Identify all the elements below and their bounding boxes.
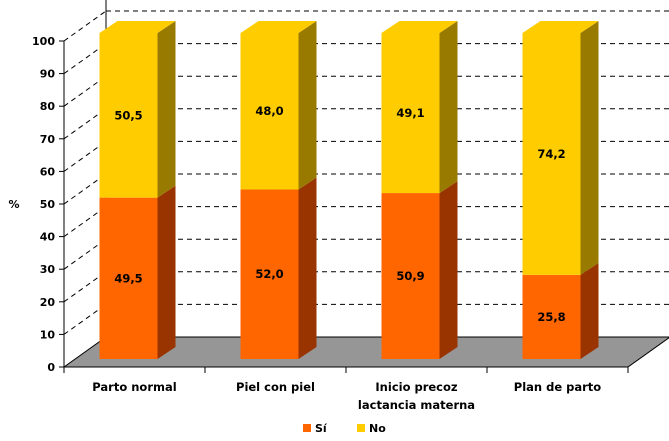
- data-label: 25,8: [537, 310, 565, 324]
- y-tick-label: 60: [40, 165, 56, 178]
- bar-No-top: [240, 21, 317, 33]
- data-label: 52,0: [255, 267, 283, 281]
- y-tick-label: 30: [40, 263, 56, 276]
- legend-label: Sí: [315, 422, 328, 435]
- bar-Sí-side: [157, 185, 176, 359]
- y-tick-label: 100: [32, 35, 55, 48]
- bar-No-top: [381, 21, 458, 33]
- bar-No-side: [298, 21, 317, 190]
- y-tick-label: 0: [47, 361, 55, 374]
- data-label: 49,1: [396, 106, 424, 120]
- y-tick-label: 70: [40, 133, 56, 146]
- bar-Sí-side: [298, 177, 317, 359]
- x-tick-label: Inicio precoz: [375, 380, 457, 394]
- bar-No-front: [240, 33, 299, 190]
- data-label: 49,5: [114, 271, 142, 285]
- bar-No-front: [522, 33, 581, 275]
- y-tick-label: 80: [40, 100, 56, 113]
- bar-No-side: [157, 21, 176, 198]
- data-label: 74,2: [537, 147, 565, 161]
- bar-Sí-front: [99, 197, 158, 359]
- bar-Sí-front: [240, 189, 299, 359]
- data-label: 48,0: [255, 104, 283, 118]
- bar-Sí-front: [381, 193, 440, 359]
- y-tick-label: 50: [40, 198, 56, 211]
- bar-Sí-side: [439, 181, 458, 359]
- y-tick-label: 40: [40, 231, 56, 244]
- bar-No-front: [381, 33, 440, 194]
- bar-No-front: [99, 33, 158, 198]
- bar-No-side: [580, 21, 599, 275]
- x-tick-label: lactancia materna: [358, 398, 475, 412]
- y-axis-label: %: [8, 198, 19, 211]
- legend-swatch: [303, 424, 311, 432]
- data-label: 50,9: [396, 269, 424, 283]
- legend-swatch: [357, 424, 365, 432]
- x-tick-label: Plan de parto: [514, 380, 602, 394]
- x-tick-label: Piel con piel: [236, 380, 315, 394]
- x-tick-label: Parto normal: [92, 380, 176, 394]
- legend-label: No: [369, 422, 386, 435]
- y-tick-label: 90: [40, 68, 56, 81]
- bar-No-top: [99, 21, 176, 33]
- bar-Sí-front: [522, 274, 581, 359]
- y-tick-label: 10: [40, 328, 56, 341]
- y-tick-label: 20: [40, 296, 56, 309]
- bar-Sí-side: [580, 262, 599, 359]
- bar-No-top: [522, 21, 599, 33]
- data-label: 50,5: [114, 108, 142, 122]
- bar-No-side: [439, 21, 458, 194]
